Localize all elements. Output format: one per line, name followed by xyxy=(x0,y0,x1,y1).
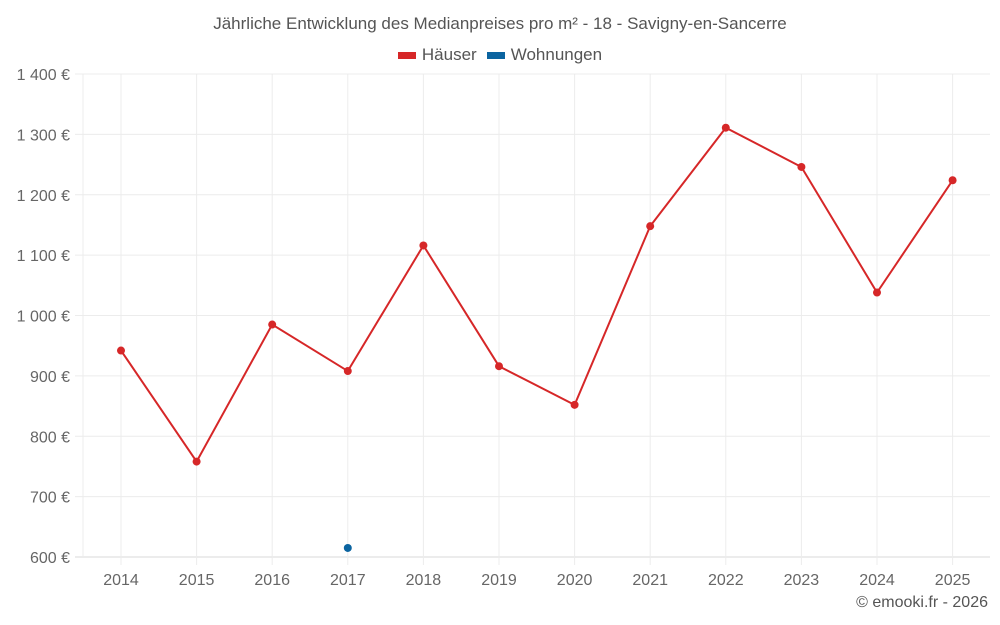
data-point[interactable] xyxy=(721,123,730,132)
data-point[interactable] xyxy=(343,367,352,376)
data-point[interactable] xyxy=(343,543,352,552)
x-tick-label: 2019 xyxy=(481,572,517,589)
x-tick-label: 2025 xyxy=(935,572,971,589)
data-point[interactable] xyxy=(873,288,881,297)
legend-label-houses: Häuser xyxy=(421,45,477,64)
data-point[interactable] xyxy=(192,457,201,466)
y-tick-label: 800 € xyxy=(30,429,70,446)
x-tick-label: 2024 xyxy=(859,572,895,589)
x-tick-label: 2014 xyxy=(103,572,139,589)
y-tick-label: 1 300 € xyxy=(17,127,70,144)
x-tick-label: 2017 xyxy=(330,572,366,589)
y-tick-label: 600 € xyxy=(30,550,70,567)
data-point[interactable] xyxy=(797,162,806,171)
data-point[interactable] xyxy=(268,320,277,329)
y-tick-label: 1 000 € xyxy=(17,309,70,326)
legend-swatch-houses xyxy=(397,51,416,59)
legend: Häuser Wohnungen xyxy=(0,45,1000,65)
credit-text: © emooki.fr - 2026 xyxy=(856,594,988,611)
x-tick-label: 2020 xyxy=(557,572,593,589)
chart-title: Jährliche Entwicklung des Medianpreises … xyxy=(213,14,787,33)
x-tick-label: 2015 xyxy=(179,572,215,589)
y-tick-label: 1 200 € xyxy=(17,188,70,205)
x-tick-label: 2016 xyxy=(254,572,290,589)
x-tick-label: 2022 xyxy=(708,572,744,589)
data-point[interactable] xyxy=(570,400,579,409)
x-tick-label: 2023 xyxy=(784,572,820,589)
y-tick-label: 1 100 € xyxy=(17,248,70,265)
data-point[interactable] xyxy=(495,362,503,371)
legend-item-apartments[interactable]: Wohnungen xyxy=(486,45,603,65)
x-tick-label: 2021 xyxy=(632,572,668,589)
series-line xyxy=(120,126,954,464)
legend-swatch-apartments xyxy=(486,51,505,59)
data-point[interactable] xyxy=(419,241,428,250)
y-tick-label: 700 € xyxy=(30,490,70,507)
data-point[interactable] xyxy=(117,346,125,355)
legend-label-apartments: Wohnungen xyxy=(510,45,603,64)
y-tick-label: 900 € xyxy=(30,369,70,386)
x-tick-label: 2018 xyxy=(406,572,442,589)
data-point[interactable] xyxy=(646,222,655,231)
y-tick-label: 1 400 € xyxy=(17,67,70,84)
legend-item-houses[interactable]: Häuser xyxy=(397,45,477,65)
data-point[interactable] xyxy=(948,176,957,185)
